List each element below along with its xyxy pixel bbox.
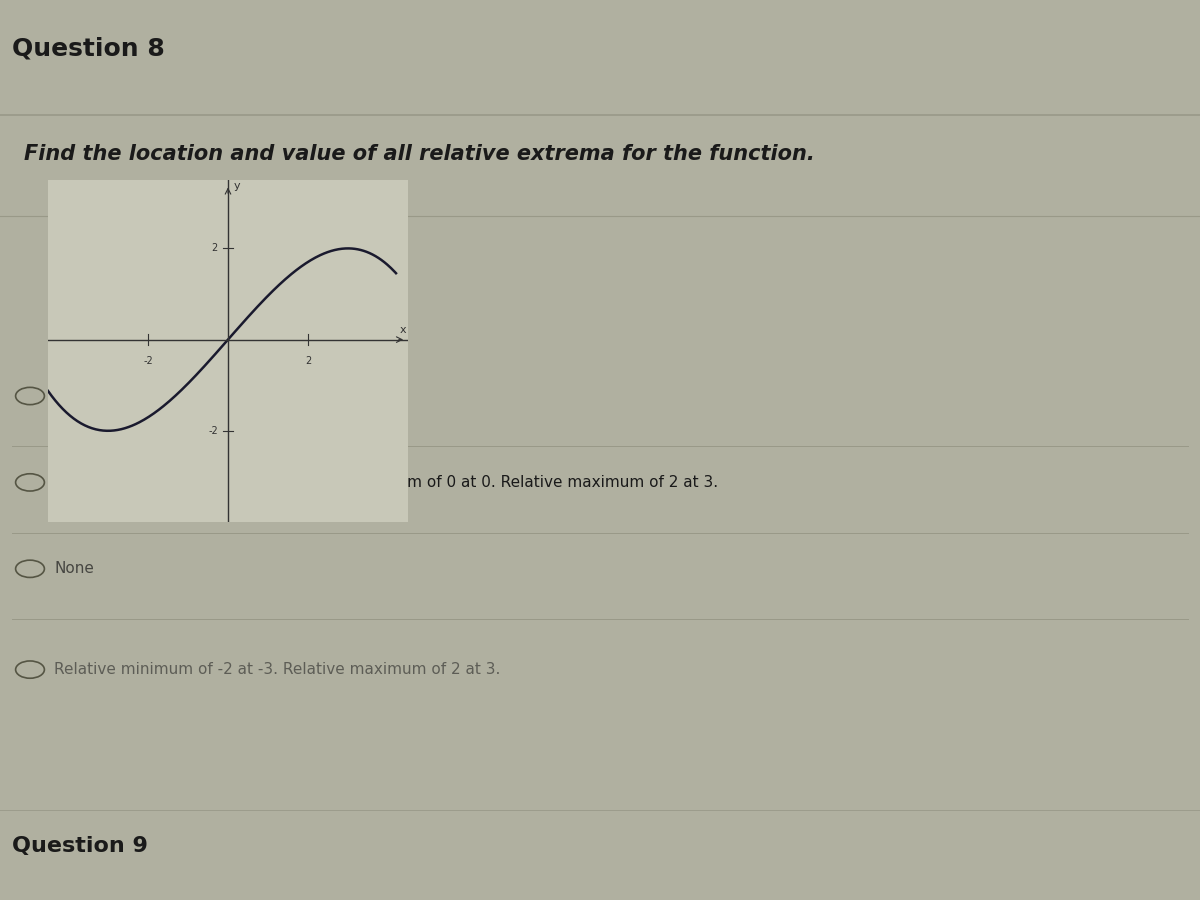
Text: -2: -2 — [209, 426, 218, 436]
Text: Question 9: Question 9 — [12, 836, 148, 856]
Text: 2: 2 — [305, 356, 311, 365]
Text: y: y — [234, 181, 241, 191]
Text: -2: -2 — [143, 356, 152, 365]
Text: Relative minimum of 0 at 0.: Relative minimum of 0 at 0. — [54, 389, 266, 403]
Text: 2: 2 — [211, 243, 218, 254]
Text: Question 8: Question 8 — [12, 37, 164, 60]
Text: Find the location and value of all relative extrema for the function.: Find the location and value of all relat… — [24, 144, 815, 164]
Text: x: x — [400, 325, 407, 335]
Text: None: None — [54, 562, 94, 576]
Text: Relative minimum of -2 at -3. Relative minimum of 0 at 0. Relative maximum of 2 : Relative minimum of -2 at -3. Relative m… — [54, 475, 718, 490]
Text: Relative minimum of -2 at -3. Relative maximum of 2 at 3.: Relative minimum of -2 at -3. Relative m… — [54, 662, 500, 677]
